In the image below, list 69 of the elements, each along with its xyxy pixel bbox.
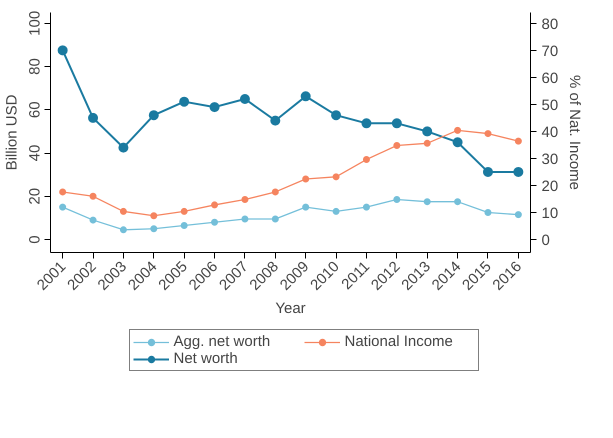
point: [454, 126, 462, 134]
point: [484, 130, 492, 138]
point: [210, 102, 220, 112]
point: [484, 209, 492, 216]
point: [482, 166, 493, 177]
point: [90, 192, 97, 200]
point: [332, 208, 340, 215]
point: [300, 91, 311, 102]
point: [58, 45, 68, 56]
point: [120, 226, 127, 234]
point: [118, 142, 128, 153]
y-tick-label: 60: [26, 101, 44, 118]
y2-tick-label: 20: [542, 178, 558, 195]
point: [361, 118, 372, 128]
point: [88, 112, 98, 123]
x-axis-title: Year: [275, 300, 306, 317]
point: [120, 208, 127, 215]
point: [331, 110, 342, 120]
point: [59, 204, 66, 211]
y2-axis-title: % of Nat. Income: [566, 74, 584, 190]
point: [424, 140, 431, 147]
point: [272, 215, 279, 222]
point: [148, 110, 159, 120]
y2-tick-label: 30: [542, 150, 558, 168]
point: [362, 156, 370, 164]
legend-label: Agg. net worth: [174, 333, 272, 350]
point: [424, 198, 431, 206]
y-tick-label: 80: [26, 58, 44, 75]
point: [241, 196, 248, 204]
point: [150, 212, 158, 220]
point: [422, 126, 432, 136]
point: [211, 201, 218, 208]
legend-label: National Income: [344, 333, 454, 350]
point: [272, 188, 279, 196]
y-tick-label: 0: [26, 235, 44, 244]
legend-label: Net worth: [174, 350, 239, 367]
y-tick-label: 20: [26, 188, 44, 205]
point: [302, 204, 310, 211]
point: [513, 166, 524, 177]
point: [270, 116, 280, 126]
y2-tick-label: 50: [542, 96, 558, 114]
point: [240, 94, 250, 104]
point: [392, 118, 402, 128]
y-tick-label: 100: [26, 10, 44, 36]
y2-tick-label: 10: [542, 205, 558, 222]
point: [90, 216, 97, 224]
y2-tick-label: 40: [542, 124, 558, 141]
point: [454, 198, 462, 206]
point: [393, 196, 400, 204]
point: [150, 225, 158, 232]
point: [302, 175, 310, 182]
y-axis-title: Billion USD: [4, 94, 20, 170]
point: [211, 218, 218, 226]
y2-tick-label: 80: [542, 16, 558, 33]
point: [393, 142, 400, 149]
y2-tick-label: 70: [542, 42, 558, 60]
point: [59, 188, 66, 196]
point: [332, 173, 340, 180]
point: [180, 222, 188, 229]
point: [179, 96, 190, 107]
point: [362, 204, 370, 211]
point: [180, 208, 188, 215]
point: [514, 138, 522, 145]
y2-tick-label: 0: [542, 232, 550, 250]
point: [452, 137, 463, 148]
point: [241, 215, 248, 222]
y-tick-label: 40: [26, 144, 44, 162]
y2-tick-label: 60: [542, 70, 558, 87]
point: [514, 211, 522, 218]
